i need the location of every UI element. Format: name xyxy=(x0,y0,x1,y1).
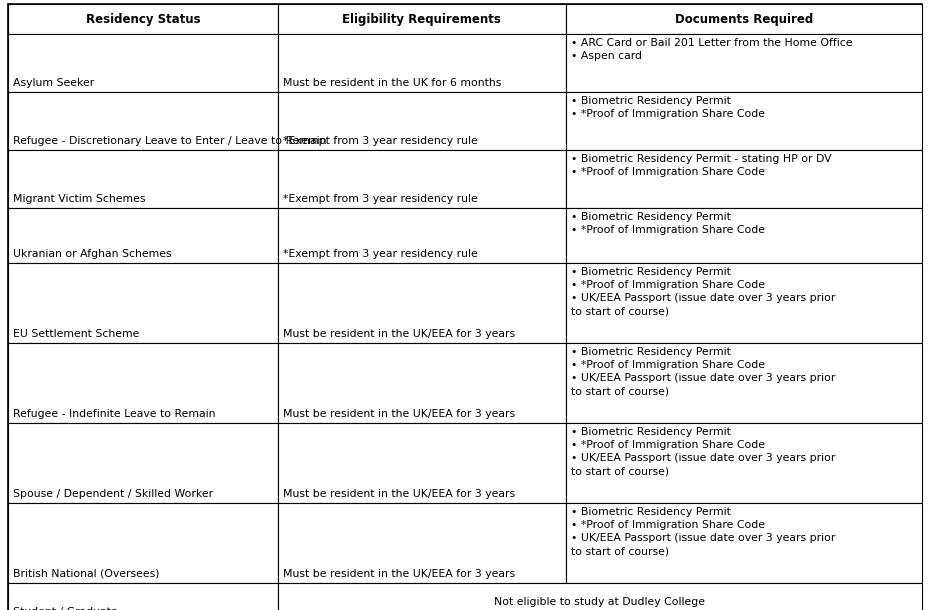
Bar xyxy=(278,34,565,92)
Text: Must be resident in the UK/EEA for 3 years: Must be resident in the UK/EEA for 3 yea… xyxy=(283,409,515,419)
Text: Residency Status: Residency Status xyxy=(86,12,200,26)
Bar xyxy=(8,4,278,34)
Bar xyxy=(565,4,922,34)
Bar xyxy=(278,343,565,423)
Bar xyxy=(565,34,922,92)
Bar xyxy=(8,503,278,583)
Text: Refugee - Indefinite Leave to Remain: Refugee - Indefinite Leave to Remain xyxy=(13,409,216,419)
Bar xyxy=(565,423,922,503)
Text: • Biometric Residency Permit
• *Proof of Immigration Share Code: • Biometric Residency Permit • *Proof of… xyxy=(570,96,764,119)
Text: Must be resident in the UK/EEA for 3 years: Must be resident in the UK/EEA for 3 yea… xyxy=(283,489,515,499)
Bar xyxy=(278,4,565,34)
Text: Migrant Victim Schemes: Migrant Victim Schemes xyxy=(13,194,145,204)
Bar xyxy=(565,503,922,583)
Bar xyxy=(278,92,565,150)
Bar xyxy=(278,263,565,343)
Text: British National (Oversees): British National (Oversees) xyxy=(13,569,160,579)
Text: • Biometric Residency Permit
• *Proof of Immigration Share Code: • Biometric Residency Permit • *Proof of… xyxy=(570,212,764,235)
Text: • Biometric Residency Permit - stating HP or DV
• *Proof of Immigration Share Co: • Biometric Residency Permit - stating H… xyxy=(570,154,831,177)
Text: Refugee - Discretionary Leave to Enter / Leave to Remain: Refugee - Discretionary Leave to Enter /… xyxy=(13,136,326,146)
Bar xyxy=(278,503,565,583)
Bar xyxy=(8,150,278,208)
Bar xyxy=(565,343,922,423)
Bar xyxy=(8,423,278,503)
Text: • Biometric Residency Permit
• *Proof of Immigration Share Code
• UK/EEA Passpor: • Biometric Residency Permit • *Proof of… xyxy=(570,507,835,556)
Bar xyxy=(278,150,565,208)
Bar xyxy=(8,583,278,610)
Text: Eligibility Requirements: Eligibility Requirements xyxy=(342,12,501,26)
Text: Student / Graduate: Student / Graduate xyxy=(13,607,117,610)
Text: Ukranian or Afghan Schemes: Ukranian or Afghan Schemes xyxy=(13,249,172,259)
Bar xyxy=(565,92,922,150)
Text: • Biometric Residency Permit
• *Proof of Immigration Share Code
• UK/EEA Passpor: • Biometric Residency Permit • *Proof of… xyxy=(570,427,835,476)
Text: Spouse / Dependent / Skilled Worker: Spouse / Dependent / Skilled Worker xyxy=(13,489,213,499)
Bar xyxy=(8,343,278,423)
Text: *Exempt from 3 year residency rule: *Exempt from 3 year residency rule xyxy=(283,136,477,146)
Bar xyxy=(565,263,922,343)
Bar xyxy=(278,423,565,503)
Bar xyxy=(565,150,922,208)
Bar xyxy=(8,208,278,263)
Text: Not eligible to study at Dudley College: Not eligible to study at Dudley College xyxy=(495,597,705,607)
Text: • Biometric Residency Permit
• *Proof of Immigration Share Code
• UK/EEA Passpor: • Biometric Residency Permit • *Proof of… xyxy=(570,267,835,317)
Text: • ARC Card or Bail 201 Letter from the Home Office
• Aspen card: • ARC Card or Bail 201 Letter from the H… xyxy=(570,38,852,61)
Text: Must be resident in the UK/EEA for 3 years: Must be resident in the UK/EEA for 3 yea… xyxy=(283,569,515,579)
Text: EU Settlement Scheme: EU Settlement Scheme xyxy=(13,329,140,339)
Text: Must be resident in the UK/EEA for 3 years: Must be resident in the UK/EEA for 3 yea… xyxy=(283,329,515,339)
Bar xyxy=(8,34,278,92)
Bar xyxy=(8,263,278,343)
Bar xyxy=(278,583,922,610)
Bar xyxy=(278,208,565,263)
Text: *Exempt from 3 year residency rule: *Exempt from 3 year residency rule xyxy=(283,194,477,204)
Text: Must be resident in the UK for 6 months: Must be resident in the UK for 6 months xyxy=(283,78,501,88)
Bar xyxy=(8,92,278,150)
Bar xyxy=(565,208,922,263)
Text: Documents Required: Documents Required xyxy=(674,12,813,26)
Text: Asylum Seeker: Asylum Seeker xyxy=(13,78,94,88)
Text: • Biometric Residency Permit
• *Proof of Immigration Share Code
• UK/EEA Passpor: • Biometric Residency Permit • *Proof of… xyxy=(570,347,835,396)
Text: *Exempt from 3 year residency rule: *Exempt from 3 year residency rule xyxy=(283,249,477,259)
